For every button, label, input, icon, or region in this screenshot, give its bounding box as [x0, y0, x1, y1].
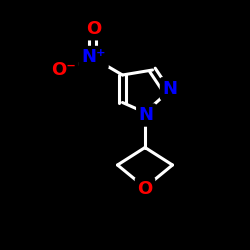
Text: O: O — [86, 20, 102, 38]
Text: O⁻: O⁻ — [51, 61, 76, 79]
Text: O: O — [138, 180, 152, 198]
Text: N: N — [162, 80, 178, 98]
Text: N: N — [139, 106, 154, 124]
Text: N⁺: N⁺ — [82, 48, 106, 66]
